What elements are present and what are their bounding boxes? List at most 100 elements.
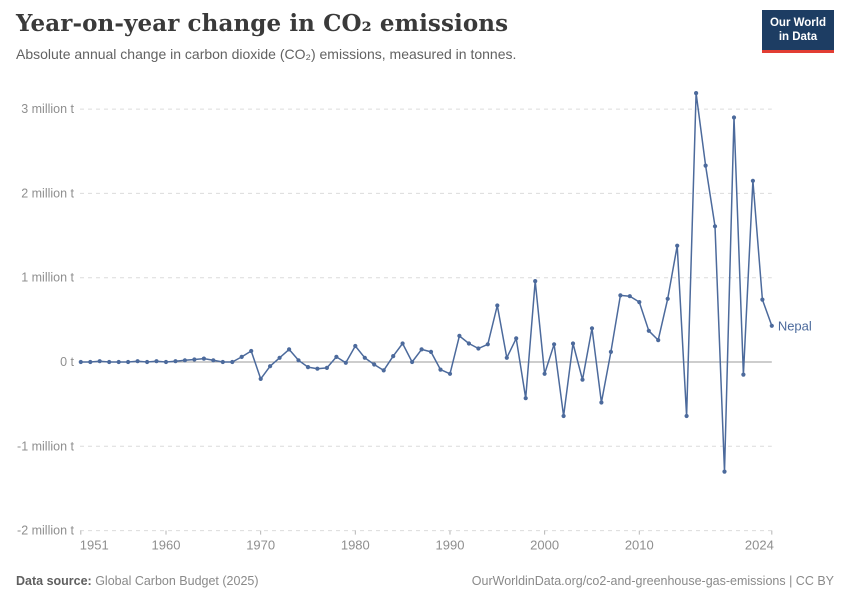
data-point	[353, 343, 358, 349]
data-point	[211, 358, 216, 363]
data-point	[675, 243, 680, 248]
data-point	[135, 359, 140, 364]
data-point	[145, 359, 150, 365]
data-point	[514, 336, 519, 341]
data-point	[173, 359, 178, 364]
data-point	[533, 279, 538, 284]
data-point	[599, 400, 604, 405]
chart-title: Year-on-year change in CO₂ emissions	[16, 10, 509, 37]
data-point	[88, 359, 93, 365]
data-point	[163, 359, 169, 365]
data-point	[457, 333, 462, 338]
data-point	[391, 354, 396, 359]
data-point	[466, 341, 471, 346]
owid-cc-link[interactable]: OurWorldinData.org/co2-and-greenhouse-ga…	[471, 574, 834, 588]
y-axis-tick-label: -2 million t	[17, 524, 74, 538]
data-point	[760, 297, 765, 302]
y-axis-tick-label: -1 million t	[17, 439, 74, 453]
data-line-nepal[interactable]	[80, 92, 773, 473]
data-point	[116, 359, 121, 365]
data-point	[552, 342, 557, 347]
data-point	[523, 396, 528, 401]
data-point	[324, 365, 329, 370]
data-point	[419, 347, 424, 352]
data-point	[665, 296, 670, 301]
data-point	[305, 365, 311, 370]
data-point	[97, 359, 102, 364]
chart-header: Year-on-year change in CO₂ emissions Abs…	[16, 10, 750, 62]
data-point	[731, 115, 737, 120]
data-point	[107, 359, 112, 365]
series-label-nepal[interactable]: Nepal	[778, 318, 812, 333]
data-point	[542, 371, 547, 376]
data-point	[400, 341, 405, 346]
data-source-label: Data source:	[16, 574, 92, 588]
data-point	[741, 372, 746, 377]
data-point	[249, 348, 254, 354]
data-point	[580, 377, 585, 382]
data-point	[485, 342, 490, 347]
data-point	[495, 303, 500, 308]
data-point	[277, 355, 282, 360]
data-point	[287, 347, 292, 352]
data-point	[381, 368, 386, 373]
data-point	[504, 355, 509, 360]
data-point	[230, 359, 235, 365]
data-point	[343, 360, 348, 365]
data-point	[712, 224, 718, 229]
x-axis-tick-label: 1951	[80, 538, 109, 553]
data-point	[750, 178, 756, 183]
chart-subtitle: Absolute annual change in carbon dioxide…	[16, 46, 517, 62]
data-point	[589, 326, 595, 331]
data-point	[192, 357, 197, 362]
data-point	[126, 359, 131, 365]
owid-logo[interactable]: Our World in Data	[761, 10, 834, 53]
owid-logo-line2: in Data	[778, 31, 818, 44]
data-point	[154, 359, 159, 364]
y-axis-tick-label: 0 t	[60, 355, 74, 369]
data-point	[618, 293, 623, 298]
data-point	[684, 413, 689, 419]
y-axis-tick-label: 1 million t	[21, 271, 74, 285]
data-point	[362, 355, 367, 360]
data-point	[447, 371, 453, 376]
data-point	[637, 300, 642, 305]
data-point	[239, 354, 244, 359]
data-point	[78, 359, 83, 365]
data-point	[627, 294, 632, 299]
data-point	[722, 469, 727, 474]
data-point	[258, 376, 263, 381]
data-point	[769, 323, 774, 328]
data-point	[476, 346, 481, 351]
data-point	[428, 349, 434, 354]
x-axis-tick-label: 1990	[436, 538, 465, 553]
owid-logo-line1: Our World	[769, 17, 826, 29]
x-axis-tick-label: 1960	[152, 538, 181, 553]
x-axis-tick-label: 2010	[625, 538, 654, 553]
data-point	[296, 358, 301, 363]
data-point	[608, 349, 614, 354]
data-point	[334, 354, 339, 359]
data-point	[410, 359, 415, 365]
data-point	[220, 359, 225, 365]
y-axis-tick-label: 3 million t	[21, 102, 74, 116]
x-axis-tick-label: 2024	[745, 538, 774, 553]
y-axis-tick-label: 2 million t	[21, 186, 74, 200]
data-point	[182, 358, 187, 363]
data-point	[570, 341, 576, 346]
data-point	[268, 364, 273, 369]
data-point	[694, 91, 699, 96]
x-axis-tick-label: 2000	[530, 538, 559, 553]
data-point	[201, 356, 206, 361]
data-point	[438, 367, 443, 372]
chart-footer: Data source: Global Carbon Budget (2025)…	[16, 574, 834, 588]
line-chart-plot: 3 million t 2 million t 1 million t 0 t -1 m…	[17, 91, 812, 553]
data-point	[703, 163, 708, 168]
data-point	[561, 413, 566, 419]
data-source-text: Global Carbon Budget (2025)	[91, 574, 259, 588]
data-point	[315, 366, 320, 371]
data-point	[372, 362, 377, 367]
data-source-note: Data source: Global Carbon Budget (2025)	[16, 574, 259, 588]
data-point	[656, 338, 661, 343]
